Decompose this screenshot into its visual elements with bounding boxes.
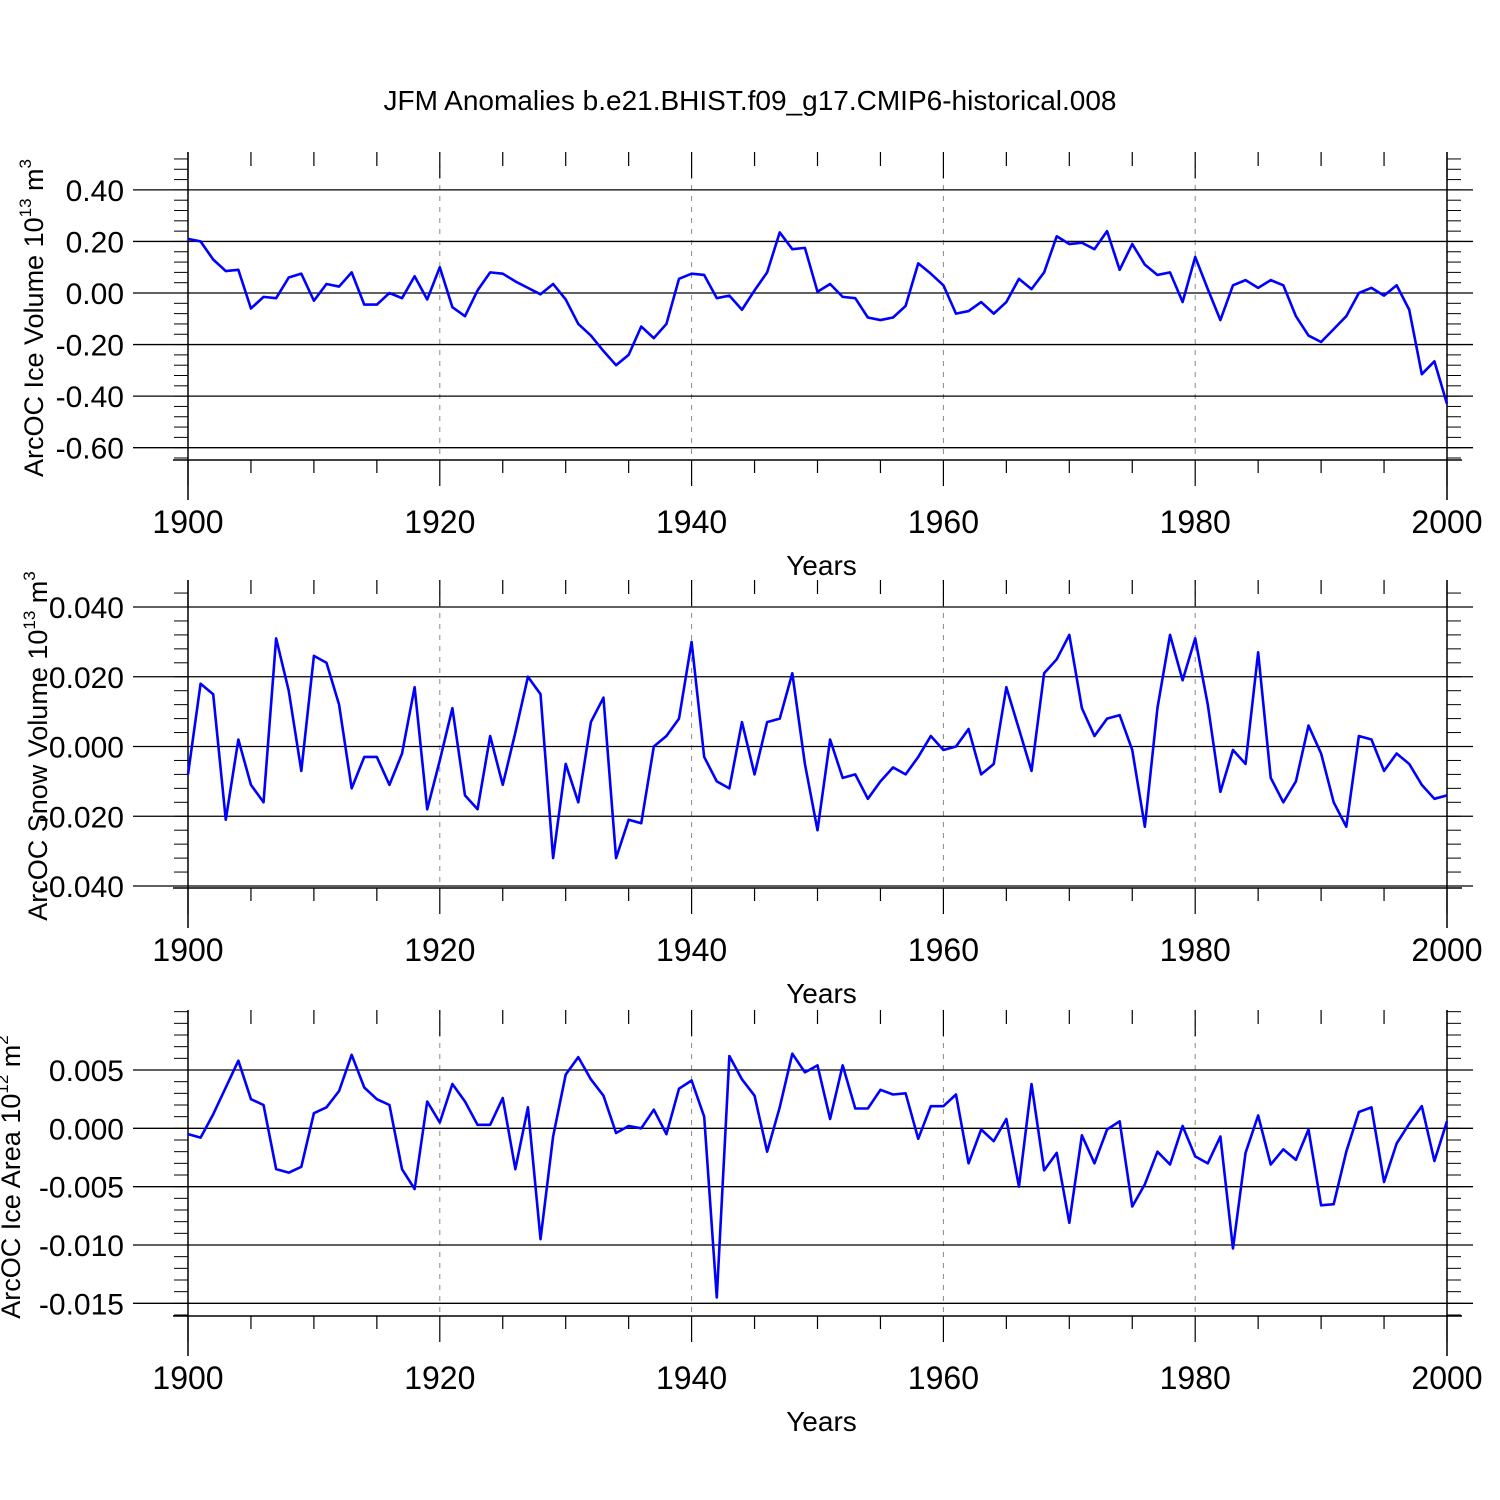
y-tick-label: 0.40 [66, 175, 124, 208]
chart-panel-2: 0.040 0.020 0.000 -0.020 -0.040 1900 1920 1940 1… [20, 571, 1483, 1009]
x-axis-label: Years [786, 978, 857, 1009]
x-tick-label: 1900 [152, 1360, 223, 1396]
y-axis-label: ArcOC Snow Volume 1013 m3 [20, 571, 53, 921]
y-tick-label: -0.20 [56, 330, 124, 363]
x-tick-label: 2000 [1411, 932, 1482, 968]
y-tick-label: -0.015 [39, 1288, 124, 1321]
x-tick-label: 1900 [152, 504, 223, 540]
y-axis-label-unit: m [0, 1045, 26, 1075]
y-tick-label: -0.010 [39, 1230, 124, 1263]
y-axis-label-text: ArcOC Ice Volume 10 [19, 217, 49, 477]
y-tick-label: 0.020 [49, 662, 124, 695]
y-tick-label: -0.020 [39, 801, 124, 834]
figure-title: JFM Anomalies b.e21.BHIST.f09_g17.CMIP6-… [383, 85, 1116, 116]
y-axis-label-unit-exponent: 3 [16, 159, 35, 168]
x-tick-label: 1940 [656, 1360, 727, 1396]
y-axis-label: ArcOC Ice Volume 1013 m3 [16, 159, 49, 477]
x-axis-label: Years [786, 550, 857, 581]
panels: 0.40 0.20 0.00 -0.20 -0.40 -0.60 1900 1920 1940 1… [0, 152, 1483, 1437]
x-tick-label: 1920 [404, 1360, 475, 1396]
y-axis-label-text: ArcOC Snow Volume 10 [23, 630, 53, 921]
y-axis-label-exponent: 13 [20, 611, 39, 630]
y-tick-label: -0.60 [56, 433, 124, 466]
y-tick-label: 0.040 [49, 592, 124, 625]
x-tick-label: 2000 [1411, 1360, 1482, 1396]
y-tick-label: 0.000 [49, 1113, 124, 1146]
y-tick-label: 0.005 [49, 1055, 124, 1088]
y-axis-label-unit-exponent: 3 [20, 571, 39, 580]
series-line [187, 229, 1449, 405]
y-tick-label: 0.000 [49, 732, 124, 765]
x-tick-label: 1940 [656, 504, 727, 540]
y-axis-label-exponent: 13 [16, 198, 35, 217]
y-tick-label: -0.005 [39, 1172, 124, 1205]
y-axis-label-text: ArcOC Ice Area 10 [0, 1094, 26, 1319]
chart-panel-1: 0.40 0.20 0.00 -0.20 -0.40 -0.60 1900 1920 1940 1… [16, 152, 1483, 581]
x-tick-label: 2000 [1411, 504, 1482, 540]
y-tick-label: -0.040 [39, 871, 124, 904]
x-axis-label: Years [786, 1406, 857, 1437]
y-tick-label: 0.00 [66, 278, 124, 311]
chart-panel-3: 0.005 0.000 -0.005 -0.010 -0.015 1900 1920 1940… [0, 1010, 1483, 1437]
y-axis-label-unit-exponent: 2 [0, 1035, 12, 1044]
x-tick-label: 1960 [908, 504, 979, 540]
x-tick-label: 1920 [404, 504, 475, 540]
x-tick-label: 1900 [152, 932, 223, 968]
y-axis-label-exponent: 12 [0, 1075, 12, 1094]
y-tick-label: 0.20 [66, 226, 124, 259]
x-tick-label: 1920 [404, 932, 475, 968]
x-tick-label: 1980 [1160, 932, 1231, 968]
series-line [187, 1052, 1449, 1299]
y-axis-label: ArcOC Ice Area 1012 m2 [0, 1035, 26, 1319]
y-tick-label: -0.40 [56, 381, 124, 414]
x-tick-label: 1980 [1160, 1360, 1231, 1396]
x-tick-label: 1960 [908, 1360, 979, 1396]
series-line [186, 633, 1448, 860]
y-axis-label-unit: m [23, 581, 53, 611]
x-tick-label: 1960 [908, 932, 979, 968]
y-axis-label-unit: m [19, 168, 49, 198]
x-tick-label: 1980 [1160, 504, 1231, 540]
x-tick-label: 1940 [656, 932, 727, 968]
